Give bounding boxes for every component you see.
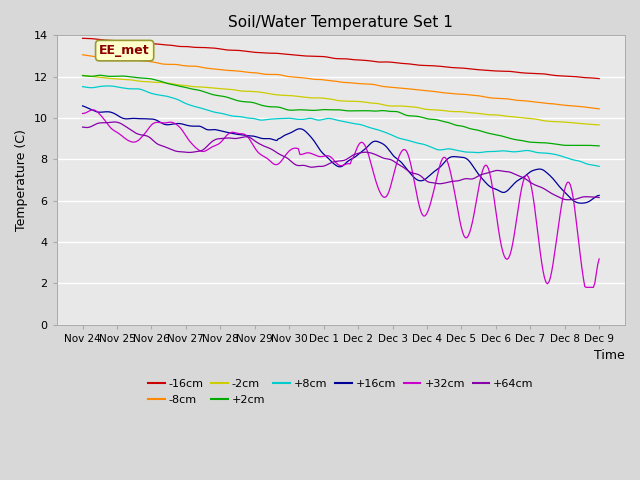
+32cm xyxy=(306,150,314,156)
Line: -8cm: -8cm xyxy=(83,55,599,109)
-16cm xyxy=(250,49,258,55)
+8cm xyxy=(568,156,575,162)
+8cm xyxy=(79,84,86,89)
+64cm xyxy=(564,197,572,203)
-2cm xyxy=(142,79,150,84)
+16cm xyxy=(305,132,312,137)
-16cm xyxy=(259,50,266,56)
+8cm xyxy=(252,116,259,122)
+8cm xyxy=(143,89,151,95)
Title: Soil/Water Temperature Set 1: Soil/Water Temperature Set 1 xyxy=(228,15,453,30)
+2cm xyxy=(260,103,268,108)
+16cm xyxy=(578,200,586,206)
-8cm xyxy=(79,52,86,58)
+2cm xyxy=(79,72,86,78)
Legend: -16cm, -8cm, -2cm, +2cm, +8cm, +16cm, +32cm, +64cm: -16cm, -8cm, -2cm, +2cm, +8cm, +16cm, +3… xyxy=(143,375,538,409)
-8cm xyxy=(595,106,603,112)
+8cm xyxy=(260,117,268,123)
+32cm xyxy=(234,131,242,136)
Line: -2cm: -2cm xyxy=(83,75,599,125)
+16cm xyxy=(142,116,150,121)
Y-axis label: Temperature (C): Temperature (C) xyxy=(15,129,28,231)
+64cm xyxy=(260,143,268,149)
-16cm xyxy=(305,53,312,59)
+8cm xyxy=(104,83,112,89)
+2cm xyxy=(252,100,259,106)
+32cm xyxy=(143,127,151,133)
+2cm xyxy=(306,108,314,113)
+2cm xyxy=(143,75,151,81)
Line: +32cm: +32cm xyxy=(83,110,599,288)
+2cm xyxy=(234,98,242,104)
-2cm xyxy=(259,90,266,96)
+16cm xyxy=(79,103,86,109)
+64cm xyxy=(110,119,118,125)
-2cm xyxy=(79,72,86,78)
+64cm xyxy=(570,197,577,203)
+64cm xyxy=(79,124,86,130)
-16cm xyxy=(79,36,86,41)
-16cm xyxy=(233,48,241,53)
-16cm xyxy=(595,76,603,82)
-16cm xyxy=(566,73,574,79)
+2cm xyxy=(568,143,575,148)
Line: -16cm: -16cm xyxy=(83,38,599,79)
Line: +64cm: +64cm xyxy=(83,122,599,200)
-2cm xyxy=(595,122,603,128)
Line: +16cm: +16cm xyxy=(83,106,599,203)
Line: +8cm: +8cm xyxy=(83,86,599,167)
-2cm xyxy=(233,87,241,93)
-8cm xyxy=(233,68,241,74)
+32cm xyxy=(595,256,603,262)
X-axis label: Time: Time xyxy=(595,349,625,362)
+64cm xyxy=(595,194,603,200)
+2cm xyxy=(595,143,603,149)
-16cm xyxy=(142,41,150,47)
-8cm xyxy=(305,76,312,82)
-2cm xyxy=(305,95,312,100)
-2cm xyxy=(250,89,258,95)
+8cm xyxy=(306,116,314,121)
+8cm xyxy=(595,164,603,169)
+64cm xyxy=(252,138,259,144)
+64cm xyxy=(306,164,314,170)
Text: EE_met: EE_met xyxy=(99,44,150,57)
+8cm xyxy=(234,114,242,120)
+32cm xyxy=(79,110,86,116)
-8cm xyxy=(250,70,258,75)
+32cm xyxy=(582,285,590,290)
+64cm xyxy=(143,133,151,139)
+16cm xyxy=(233,132,241,137)
-8cm xyxy=(142,58,150,64)
+16cm xyxy=(595,192,603,198)
+2cm xyxy=(96,72,104,78)
-2cm xyxy=(566,120,574,125)
+32cm xyxy=(252,146,259,152)
-8cm xyxy=(566,103,574,108)
+16cm xyxy=(566,195,574,201)
Line: +2cm: +2cm xyxy=(83,75,599,146)
+16cm xyxy=(259,136,266,142)
+32cm xyxy=(89,107,97,113)
+32cm xyxy=(260,154,268,159)
+16cm xyxy=(250,133,258,139)
+64cm xyxy=(234,135,242,141)
+32cm xyxy=(568,188,575,193)
-8cm xyxy=(259,71,266,77)
